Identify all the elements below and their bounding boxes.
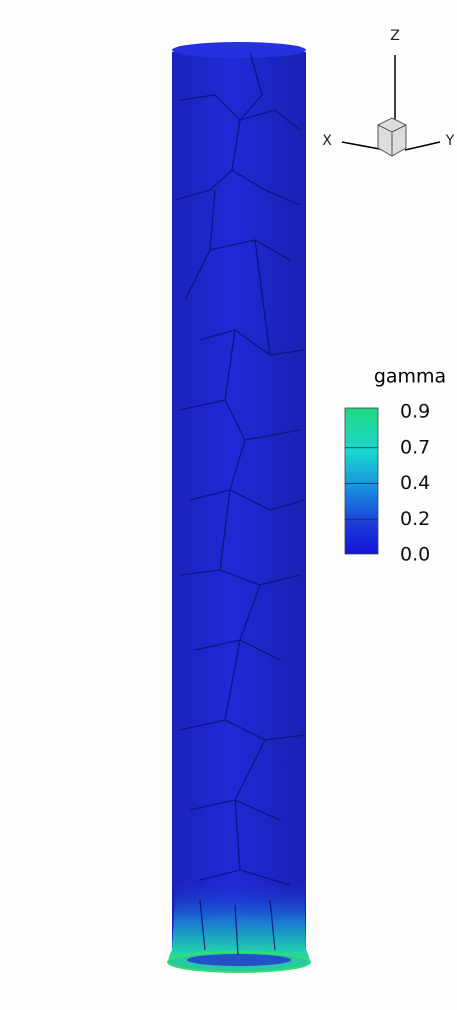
cylinder xyxy=(167,42,311,973)
colorbar xyxy=(344,407,379,555)
legend-level: 0.9 xyxy=(400,401,430,423)
legend-level: 0.2 xyxy=(400,508,430,530)
legend-level: 0.4 xyxy=(400,472,430,494)
legend-title: gamma xyxy=(374,366,446,388)
legend: gamma 0.9 0.7 0.4 0.2 0.0 xyxy=(344,366,446,566)
axis-triad: Z X Y xyxy=(322,28,455,157)
axis-label: Y xyxy=(445,133,455,149)
axis-label: X xyxy=(322,133,332,149)
legend-level: 0.7 xyxy=(400,436,430,458)
axis-label: Z xyxy=(390,28,400,44)
legend-level: 0.0 xyxy=(400,544,430,566)
